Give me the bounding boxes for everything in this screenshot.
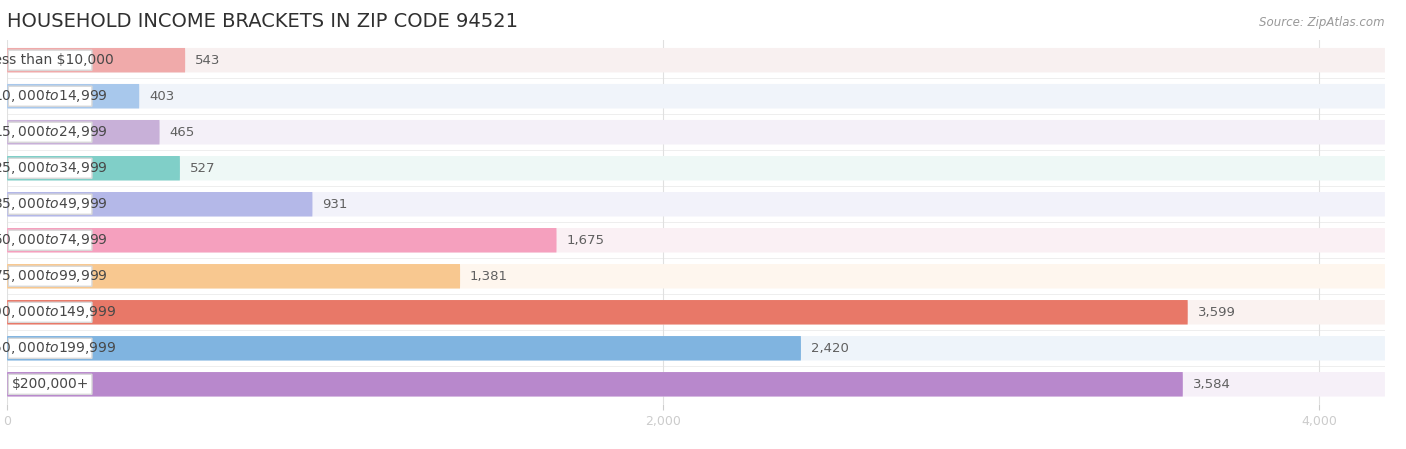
FancyBboxPatch shape	[8, 374, 91, 394]
FancyBboxPatch shape	[7, 192, 312, 216]
Text: 931: 931	[322, 198, 347, 211]
FancyBboxPatch shape	[8, 338, 91, 358]
Text: 3,584: 3,584	[1192, 378, 1230, 391]
FancyBboxPatch shape	[7, 120, 160, 145]
Text: 3,599: 3,599	[1198, 306, 1236, 319]
Text: $200,000+: $200,000+	[11, 377, 89, 391]
FancyBboxPatch shape	[7, 156, 180, 180]
FancyBboxPatch shape	[7, 120, 1385, 145]
FancyBboxPatch shape	[8, 266, 91, 286]
Text: 465: 465	[170, 126, 194, 139]
FancyBboxPatch shape	[7, 300, 1188, 325]
FancyBboxPatch shape	[7, 336, 1385, 361]
FancyBboxPatch shape	[7, 84, 1385, 109]
FancyBboxPatch shape	[7, 48, 186, 72]
FancyBboxPatch shape	[7, 228, 557, 252]
FancyBboxPatch shape	[7, 192, 1385, 216]
FancyBboxPatch shape	[8, 230, 91, 250]
FancyBboxPatch shape	[8, 194, 91, 214]
FancyBboxPatch shape	[7, 300, 1385, 325]
Text: $75,000 to $99,999: $75,000 to $99,999	[0, 268, 108, 284]
FancyBboxPatch shape	[7, 372, 1385, 396]
Text: $15,000 to $24,999: $15,000 to $24,999	[0, 124, 108, 140]
FancyBboxPatch shape	[8, 158, 91, 178]
FancyBboxPatch shape	[7, 156, 1385, 180]
FancyBboxPatch shape	[7, 372, 1182, 396]
Text: $150,000 to $199,999: $150,000 to $199,999	[0, 340, 117, 357]
FancyBboxPatch shape	[7, 228, 1385, 252]
Text: Less than $10,000: Less than $10,000	[0, 53, 114, 67]
FancyBboxPatch shape	[7, 48, 1385, 72]
Text: 1,675: 1,675	[567, 234, 605, 247]
Text: HOUSEHOLD INCOME BRACKETS IN ZIP CODE 94521: HOUSEHOLD INCOME BRACKETS IN ZIP CODE 94…	[7, 12, 517, 31]
Text: 527: 527	[190, 162, 215, 175]
FancyBboxPatch shape	[8, 302, 91, 322]
Text: 403: 403	[149, 90, 174, 103]
FancyBboxPatch shape	[7, 336, 801, 361]
FancyBboxPatch shape	[7, 264, 460, 289]
Text: 1,381: 1,381	[470, 270, 508, 283]
FancyBboxPatch shape	[7, 264, 1385, 289]
FancyBboxPatch shape	[7, 84, 139, 109]
Text: 2,420: 2,420	[811, 342, 849, 355]
Text: 543: 543	[195, 54, 221, 67]
FancyBboxPatch shape	[8, 86, 91, 106]
Text: $50,000 to $74,999: $50,000 to $74,999	[0, 232, 108, 248]
Text: $100,000 to $149,999: $100,000 to $149,999	[0, 304, 117, 320]
Text: $35,000 to $49,999: $35,000 to $49,999	[0, 196, 108, 212]
FancyBboxPatch shape	[8, 122, 91, 142]
Text: Source: ZipAtlas.com: Source: ZipAtlas.com	[1260, 16, 1385, 29]
FancyBboxPatch shape	[8, 50, 91, 70]
Text: $25,000 to $34,999: $25,000 to $34,999	[0, 160, 108, 176]
Text: $10,000 to $14,999: $10,000 to $14,999	[0, 88, 108, 104]
